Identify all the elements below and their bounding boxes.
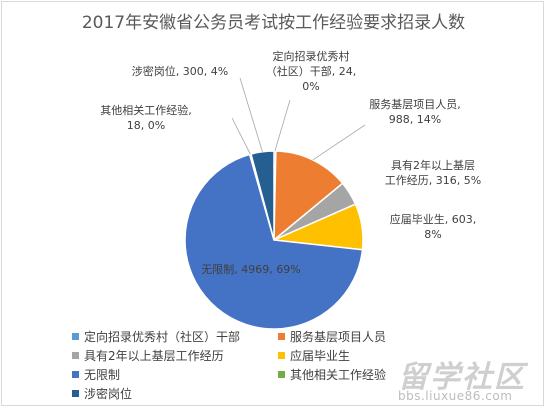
legend-swatch bbox=[278, 352, 285, 359]
watermark-url: bbs.liuxue86.com bbox=[398, 389, 513, 403]
chart-title: 2017年安徽省公务员考试按工作经验要求招录人数 bbox=[81, 13, 466, 33]
data-label-no-restriction: 无限制, 4969, 69% bbox=[201, 263, 301, 276]
leader-line-1 bbox=[312, 124, 366, 161]
watermark-logo-text: 留学社区 bbox=[398, 360, 526, 395]
legend-swatch bbox=[72, 371, 79, 378]
watermark: 留学社区 bbs.liuxue86.com bbox=[398, 352, 544, 406]
data-label-graduates: 应届毕业生, 603, 8% bbox=[389, 213, 477, 241]
legend-label: 服务基层项目人员 bbox=[290, 330, 387, 344]
legend-item-no-restriction: 无限制 bbox=[72, 367, 120, 383]
data-label-other-experience: 其他相关工作经验, 18, 0% bbox=[100, 104, 192, 132]
pie-slice-6 bbox=[250, 150, 275, 241]
legend-label: 无限制 bbox=[84, 368, 121, 382]
legend-label: 其他相关工作经验 bbox=[290, 368, 387, 382]
legend-label: 定向招录优秀村（社区）干部 bbox=[84, 330, 241, 344]
legend-item-classified-posts: 涉密岗位 bbox=[72, 386, 132, 402]
leader-line-5 bbox=[231, 117, 251, 155]
legend-label: 涉密岗位 bbox=[84, 387, 133, 401]
leader-line-6 bbox=[239, 77, 263, 152]
data-label-village-cadres: 定向招录优秀村 （社区）干部, 24, 0% bbox=[265, 50, 357, 93]
legend-item-grassroots-project: 服务基层项目人员 bbox=[278, 329, 386, 345]
legend-item-graduates: 应届毕业生 bbox=[278, 348, 350, 364]
data-label-grassroots-project: 服务基层项目人员, 988, 14% bbox=[369, 98, 461, 126]
legend-item-two-years-grassroots: 具有2年以上基层工作经历 bbox=[72, 348, 224, 364]
pie-slice-4 bbox=[184, 153, 364, 330]
legend-label: 具有2年以上基层工作经历 bbox=[84, 349, 224, 363]
legend-swatch bbox=[278, 371, 285, 378]
leader-line-0 bbox=[274, 99, 291, 152]
legend-item-village-cadres: 定向招录优秀村（社区）干部 bbox=[72, 329, 240, 345]
legend-swatch bbox=[278, 333, 285, 340]
legend-item-other-experience: 其他相关工作经验 bbox=[278, 367, 386, 383]
data-label-classified-posts: 涉密岗位, 300, 4% bbox=[131, 65, 229, 78]
legend-swatch bbox=[72, 390, 79, 397]
legend-swatch bbox=[72, 333, 79, 340]
legend-label: 应届毕业生 bbox=[290, 349, 351, 363]
data-label-two-years-grassroots: 具有2年以上基层 工作经历, 316, 5% bbox=[384, 159, 482, 187]
legend-swatch bbox=[72, 352, 79, 359]
